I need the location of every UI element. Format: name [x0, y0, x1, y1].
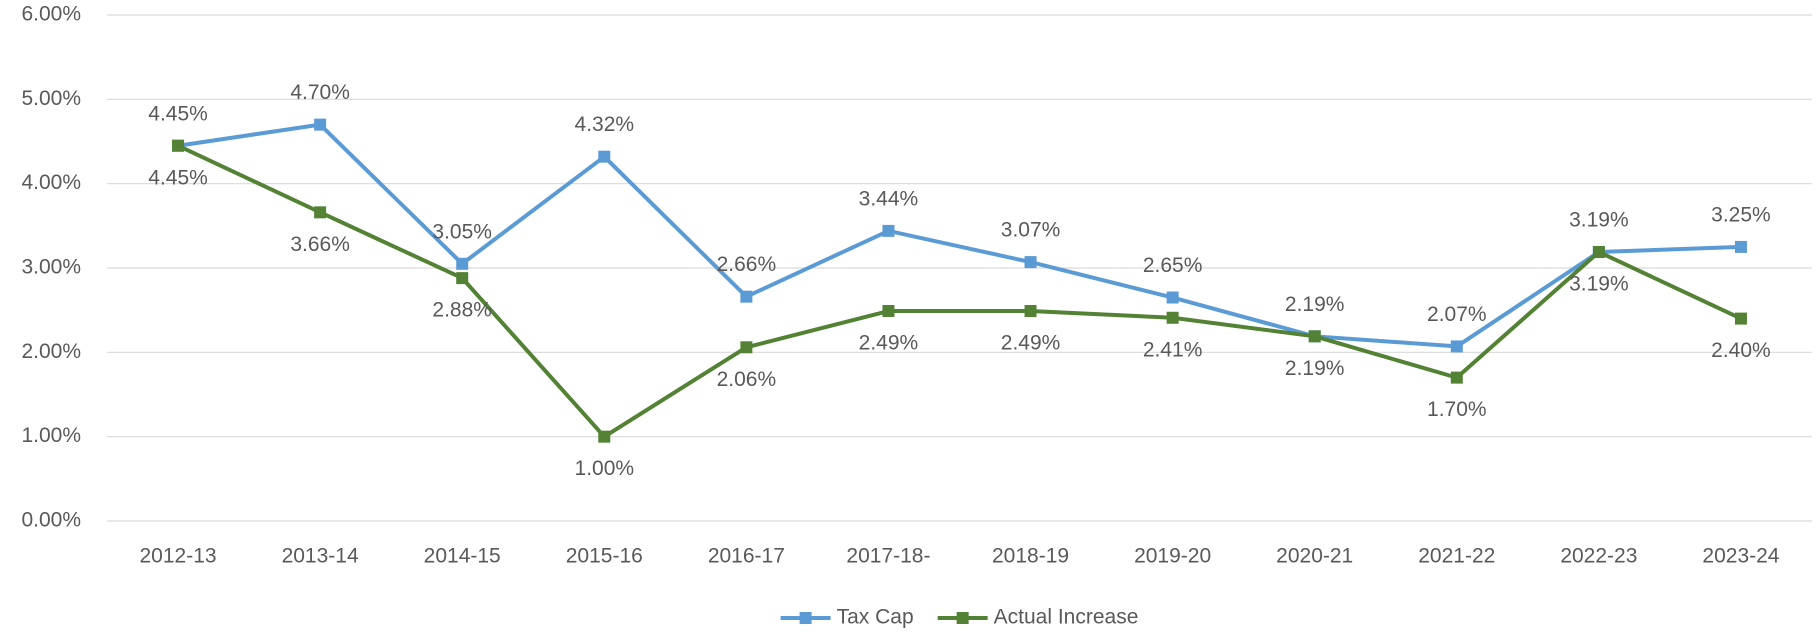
x-tick-label: 2015-16 — [566, 545, 643, 568]
point-marker — [1166, 291, 1179, 304]
data-label: 2.40% — [1711, 339, 1771, 362]
data-label: 3.66% — [290, 233, 350, 256]
point-marker — [314, 118, 327, 131]
series-line — [177, 143, 1742, 439]
x-tick-label: 2013-14 — [282, 545, 359, 568]
data-label: 3.44% — [859, 187, 919, 210]
x-tick-label: 2021-22 — [1418, 545, 1495, 568]
point-marker — [456, 272, 469, 285]
point-marker — [740, 341, 753, 354]
point-marker — [1592, 245, 1605, 258]
data-label: 2.19% — [1285, 357, 1345, 380]
point-marker — [314, 206, 327, 219]
data-label: 2.19% — [1285, 293, 1345, 316]
series-line — [177, 122, 1742, 349]
data-label: 3.19% — [1569, 273, 1629, 296]
y-tick-label: 3.00% — [21, 256, 81, 279]
x-tick-label: 2018-19 — [992, 545, 1069, 568]
point-marker — [1024, 305, 1037, 318]
data-label: 4.70% — [290, 81, 350, 104]
x-tick-label: 2014-15 — [424, 545, 501, 568]
x-tick-label: 2017-18- — [846, 545, 930, 568]
data-label: 3.19% — [1569, 209, 1629, 232]
data-label: 1.70% — [1427, 398, 1487, 421]
y-tick-label: 6.00% — [21, 3, 81, 26]
data-label: 3.07% — [1001, 219, 1061, 242]
x-tick-label: 2022-23 — [1560, 545, 1637, 568]
point-marker — [740, 290, 753, 303]
y-tick-label: 4.00% — [21, 171, 81, 194]
data-label: 2.88% — [432, 299, 492, 322]
point-marker — [1734, 312, 1747, 325]
point-marker — [172, 139, 185, 152]
x-tick-label: 2016-17 — [708, 545, 785, 568]
data-label: 1.00% — [575, 457, 635, 480]
y-tick-label: 1.00% — [21, 424, 81, 447]
data-label: 2.49% — [859, 332, 919, 355]
data-label: 2.66% — [717, 253, 777, 276]
data-label: 2.65% — [1143, 254, 1203, 277]
legend-label: Actual Increase — [994, 606, 1139, 629]
data-label: 3.05% — [432, 220, 492, 243]
data-label: 2.49% — [1001, 332, 1061, 355]
data-label: 4.32% — [575, 113, 635, 136]
point-marker — [598, 150, 611, 163]
x-tick-label: 2019-20 — [1134, 545, 1211, 568]
y-tick-label: 5.00% — [21, 87, 81, 110]
data-label: 4.45% — [148, 102, 208, 125]
x-tick-label: 2012-13 — [140, 545, 217, 568]
point-marker — [1450, 371, 1463, 384]
data-label: 2.06% — [717, 368, 777, 391]
legend-marker — [956, 612, 969, 624]
data-label: 4.45% — [148, 166, 208, 189]
legend-label: Tax Cap — [837, 606, 914, 629]
point-marker — [882, 305, 895, 318]
point-marker — [598, 430, 611, 443]
point-marker — [1308, 330, 1321, 343]
legend-marker — [799, 612, 812, 624]
point-marker — [1734, 240, 1747, 253]
x-tick-label: 2020-21 — [1276, 545, 1353, 568]
point-marker — [882, 224, 895, 237]
x-tick-label: 2023-24 — [1702, 545, 1779, 568]
data-label: 2.07% — [1427, 303, 1487, 326]
point-marker — [1024, 256, 1037, 269]
y-tick-label: 0.00% — [21, 509, 81, 532]
y-tick-label: 2.00% — [21, 340, 81, 363]
point-marker — [1450, 340, 1463, 353]
data-label: 2.41% — [1143, 338, 1203, 361]
data-label: 3.25% — [1711, 203, 1771, 226]
point-marker — [456, 257, 469, 270]
point-marker — [1166, 311, 1179, 324]
